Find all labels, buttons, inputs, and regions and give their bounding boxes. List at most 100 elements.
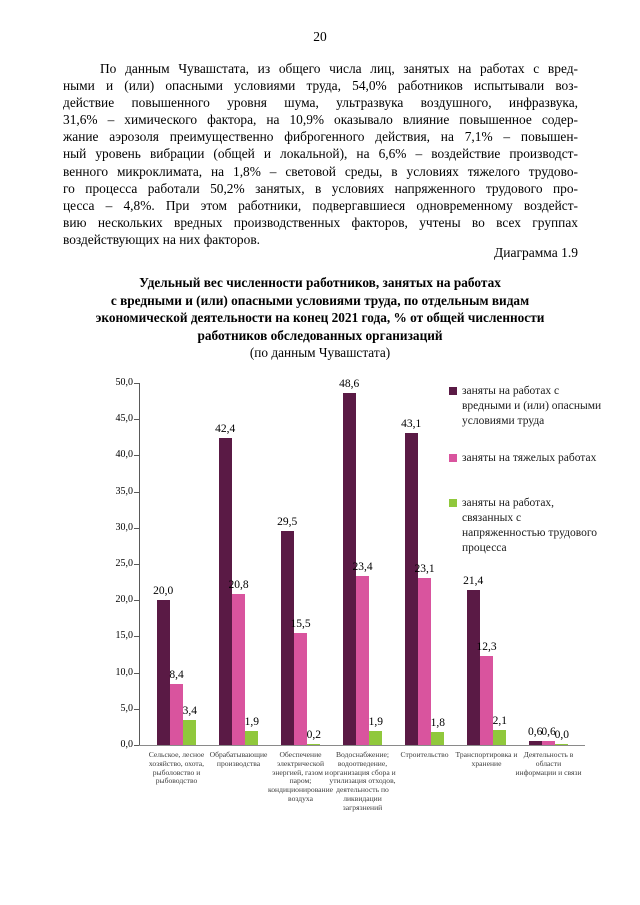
- bar-value-label: 12,3: [476, 640, 497, 653]
- legend-item: заняты на работах с вредными и (или) опас…: [449, 384, 635, 430]
- category-label-line: паром;: [289, 776, 312, 786]
- category-label-line: ликвидации: [343, 793, 382, 803]
- legend-color-marker-icon: [449, 498, 457, 507]
- paragraph-line: 31,6% – химического фактора, на 10,9% ок…: [63, 112, 578, 128]
- chart-title-subtitle: (по данным Чувашстата): [249, 345, 391, 361]
- y-axis-tick-label: 30,0: [115, 521, 134, 533]
- bar-value-label: 23,4: [352, 560, 373, 573]
- bar-segment: [293, 632, 308, 745]
- legend-item-label-line: напряженностью трудового: [462, 527, 598, 540]
- bar-segment: [218, 438, 232, 745]
- category-label-line: хозяйство, охота,: [148, 758, 205, 768]
- paragraph-line: ными и (или) опасными условиями труда, 5…: [63, 78, 578, 94]
- paragraph-line: ный уровень вибрации (общей и локальной)…: [63, 146, 578, 162]
- bar-value-label: 3,4: [182, 705, 198, 718]
- legend-item-label-line: условиями труда: [462, 415, 545, 428]
- legend-color-marker-icon: [449, 453, 457, 462]
- paragraph-line: цесса – 4,8%. При этом работники, подвер…: [63, 197, 578, 213]
- chart-title-line: Удельный вес численности работников, зан…: [139, 275, 501, 290]
- category-label: Обеспечение электрической энергией, газом …: [266, 750, 336, 804]
- bar-segment: [169, 684, 184, 745]
- y-axis-tick-mark: [134, 455, 139, 457]
- bar-segment: [528, 740, 542, 745]
- bar-value-label: 0,2: [306, 728, 322, 741]
- category-label-line: рыбоводство: [155, 776, 198, 786]
- category-label-line: утилизация отходов,: [329, 776, 396, 786]
- category-label: Деятельность в области информации и связи: [514, 750, 584, 777]
- y-axis-tick-mark: [134, 383, 139, 384]
- bar-value-label: 15,5: [290, 617, 311, 630]
- category-label-line: Обрабатывающие: [209, 750, 268, 759]
- bar-value-label: 0,6: [541, 725, 556, 738]
- legend-item-label-line: заняты на работах с: [462, 385, 560, 397]
- diagram-number-label: Диаграмма 1.9: [494, 245, 578, 260]
- bar-value-label: 0,0: [554, 729, 570, 741]
- bar-segment: [466, 590, 480, 745]
- y-axis-tick-label: 15,0: [115, 630, 134, 642]
- page-number: 20: [313, 29, 327, 44]
- category-label: Сельское, лесное хозяйство, охота, рыболов…: [142, 750, 212, 786]
- category-label-line: области: [535, 758, 562, 768]
- y-axis-tick-mark: [134, 672, 139, 674]
- y-axis-tick-label: 25,0: [115, 558, 134, 569]
- y-axis-tick-label: 0,0: [120, 739, 134, 750]
- bar-value-label: 20,8: [228, 579, 249, 592]
- paragraph-line: вию нескольких вредных производственных …: [63, 214, 578, 230]
- bar-value-label: 1,9: [244, 716, 260, 729]
- category-label-line: водоотведение,: [337, 758, 388, 768]
- legend-item-label-line: связанных с: [462, 512, 522, 525]
- category-label-line: энергией, газом и: [272, 767, 329, 777]
- bar-value-label: 0,6: [527, 725, 543, 738]
- bar-segment: [369, 731, 383, 745]
- bar-value-label: 2,1: [492, 714, 508, 727]
- bar-chart: 0,0 5,0 10,0 15,0 20,0 25,0 30,0 35,0 40,0 45,0 50…: [0, 370, 640, 870]
- category-label-line: Сельское, лесное: [148, 750, 205, 759]
- category-label-line: Деятельность в: [523, 750, 574, 759]
- bar-segment: [479, 655, 494, 745]
- category-label-line: деятельность по: [336, 785, 389, 795]
- category-label: Строительство: [390, 750, 460, 760]
- bar-segment: [183, 720, 197, 745]
- category-label-line: Транспортировка и: [455, 750, 518, 759]
- legend-item: заняты на работах, связанных с напряженнос…: [449, 496, 635, 557]
- legend-color-marker-icon: [449, 387, 457, 395]
- legend-item-label-line: процесса: [462, 542, 507, 555]
- chart-legend: заняты на работах с вредными и (или) опас…: [449, 384, 635, 557]
- legend-item-label-line: заняты на работах,: [462, 496, 555, 509]
- bar-value-label: 1,9: [368, 716, 384, 729]
- legend-item-label-line: заняты на тяжелых работах: [462, 451, 597, 464]
- category-label-line: загрязнений: [342, 802, 383, 812]
- category-label: Транспортировка и хранение: [452, 750, 522, 769]
- category-label-line: электрической: [276, 758, 325, 768]
- y-axis-tick-mark: [134, 708, 139, 710]
- chart-title-bold-block: Удельный вес численности работников, зан…: [40, 274, 600, 344]
- paragraph-line: действие повышенного уровня шума, ультра…: [63, 95, 578, 111]
- y-axis-tick-label: 45,0: [115, 413, 134, 425]
- bar-segment: [245, 731, 259, 745]
- legend-item-label-line: вредными и (или) опасными: [462, 400, 602, 413]
- paragraph-line: воздействующих на них факторов.: [63, 231, 260, 247]
- bar-value-label: 1,8: [430, 716, 446, 729]
- y-axis-tick-label: 40,0: [115, 449, 134, 461]
- category-label-line: информации и связи: [515, 767, 582, 777]
- bar-value-label: 20,0: [153, 585, 174, 598]
- y-axis-tick-mark: [134, 491, 139, 493]
- y-axis-tick-mark: [134, 419, 139, 421]
- paragraph-line: жание аэрозоля преимущественно фиброгенн…: [63, 129, 578, 145]
- category-label-line: производства: [216, 758, 261, 768]
- y-axis-line: [139, 383, 140, 746]
- y-axis-tick-mark: [134, 636, 139, 638]
- bar-segment: [307, 743, 321, 745]
- category-label-line: хранение: [471, 758, 502, 768]
- bar-value-label: 23,1: [414, 562, 435, 575]
- bar-segment: [555, 744, 569, 745]
- bar-value-label: 8,4: [169, 669, 184, 682]
- bar-value-label: 29,5: [277, 516, 298, 529]
- category-label-line: кондиционирование: [267, 785, 334, 795]
- bar-value-label: 43,1: [401, 417, 422, 430]
- legend-item: заняты на тяжелых работах: [449, 451, 635, 466]
- bar-value-label: 21,4: [463, 575, 484, 588]
- bar-value-label: 48,6: [339, 378, 360, 391]
- bar-segment: [493, 729, 507, 745]
